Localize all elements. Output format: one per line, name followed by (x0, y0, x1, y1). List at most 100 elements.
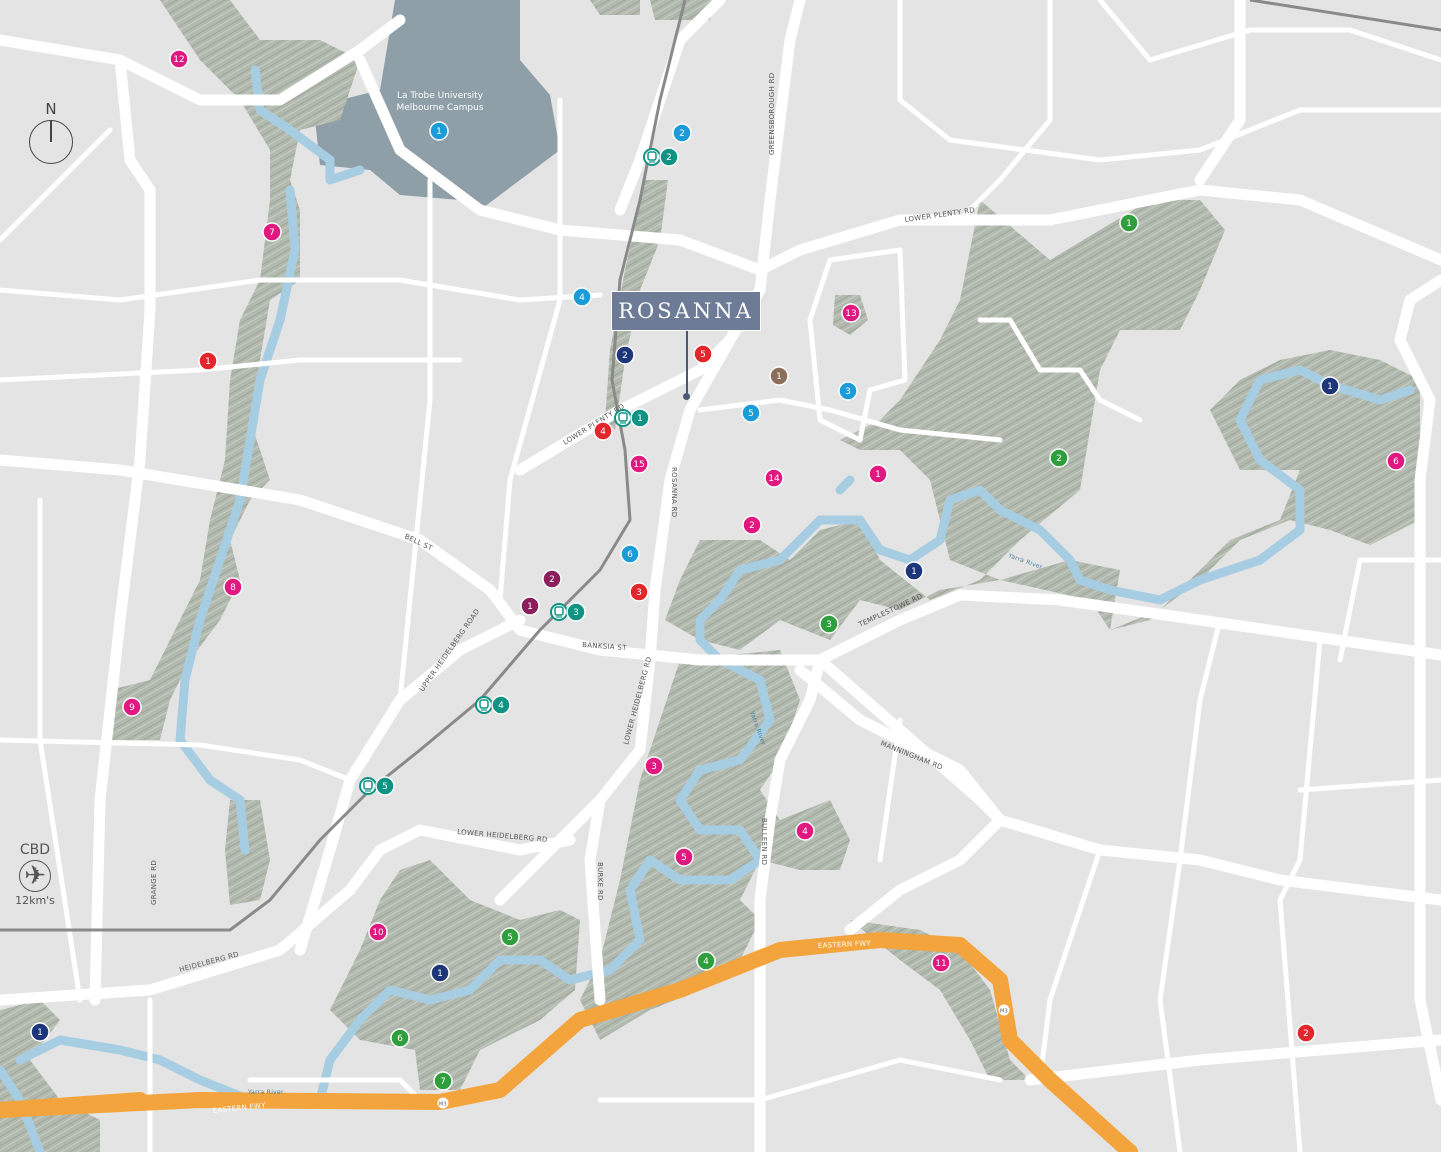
marker-navy-1[interactable]: 1 (904, 561, 924, 581)
marker-lightblue-5[interactable]: 5 (741, 403, 761, 423)
marker-green-5[interactable]: 5 (500, 927, 520, 947)
marker-red-1[interactable]: 1 (198, 351, 218, 371)
marker-number: 3 (636, 588, 642, 598)
marker-green-2[interactable]: 2 (1049, 448, 1069, 468)
marker-circle (223, 577, 243, 597)
marker-circle (542, 569, 562, 589)
marker-number: 5 (681, 853, 687, 863)
marker-pink-5[interactable]: 5 (674, 847, 694, 867)
marker-circle (500, 927, 520, 947)
marker-circle (629, 582, 649, 602)
marker-number: 2 (1056, 454, 1062, 464)
road-label: BANKSIA ST (582, 641, 628, 652)
marker-pink-10[interactable]: 10 (368, 922, 388, 942)
marker-number: 1 (527, 602, 533, 612)
campus-label-line: Melbourne Campus (396, 103, 484, 113)
marker-pink-15[interactable]: 15 (629, 454, 649, 474)
marker-number: 4 (498, 701, 504, 711)
train-icon (614, 409, 632, 427)
marker-pink-6[interactable]: 6 (1386, 451, 1406, 471)
road-label: ROSANNA RD (670, 467, 678, 517)
marker-circle (764, 468, 784, 488)
marker-number: 3 (845, 387, 851, 397)
marker-number: 15 (633, 460, 644, 470)
marker-pink-9[interactable]: 9 (122, 697, 142, 717)
marker-number: 9 (129, 703, 135, 713)
marker-circle (615, 345, 635, 365)
marker-red-2[interactable]: 2 (1296, 1023, 1316, 1043)
marker-number: 5 (748, 409, 754, 419)
marker-pink-12[interactable]: 12 (169, 49, 189, 69)
marker-teal-1[interactable]: 1 (614, 408, 650, 428)
marker-number: 4 (600, 427, 606, 437)
compass: N (28, 100, 74, 164)
campus-area (315, 0, 560, 210)
marker-circle (429, 121, 449, 141)
marker-teal-5[interactable]: 5 (359, 776, 395, 796)
marker-circle (430, 963, 450, 983)
location-label-rosanna[interactable]: ROSANNA (611, 291, 761, 331)
marker-number: 1 (1126, 219, 1132, 229)
marker-circle (868, 464, 888, 484)
marker-number: 1 (875, 470, 881, 480)
marker-green-4[interactable]: 4 (696, 951, 716, 971)
marker-circle (566, 602, 586, 622)
location-pin-line (686, 331, 688, 397)
marker-number: 1 (911, 567, 917, 577)
train-icon (643, 148, 661, 166)
marker-green-6[interactable]: 6 (390, 1028, 410, 1048)
marker-navy-2[interactable]: 2 (615, 345, 635, 365)
marker-pink-13[interactable]: 13 (841, 303, 861, 323)
marker-navy-1[interactable]: 1 (430, 963, 450, 983)
marker-circle (841, 303, 861, 323)
marker-navy-1[interactable]: 1 (1320, 376, 1340, 396)
marker-pink-3[interactable]: 3 (644, 756, 664, 776)
marker-circle (769, 366, 789, 386)
marker-purple-1[interactable]: 1 (520, 596, 540, 616)
marker-circle (572, 287, 592, 307)
marker-pink-7[interactable]: 7 (262, 222, 282, 242)
m3-shield: M3 (436, 1096, 450, 1110)
marker-lightblue-2[interactable]: 2 (672, 123, 692, 143)
cbd-label: CBD (19, 842, 51, 858)
marker-brown-1[interactable]: 1 (769, 366, 789, 386)
train-icon (359, 777, 377, 795)
marker-pink-2[interactable]: 2 (742, 515, 762, 535)
marker-lightblue-6[interactable]: 6 (620, 544, 640, 564)
marker-lightblue-4[interactable]: 4 (572, 287, 592, 307)
marker-pink-8[interactable]: 8 (223, 577, 243, 597)
marker-circle (931, 953, 951, 973)
marker-teal-3[interactable]: 3 (550, 602, 586, 622)
marker-pink-14[interactable]: 14 (764, 468, 784, 488)
marker-number: 2 (1303, 1029, 1309, 1039)
marker-pink-1[interactable]: 1 (868, 464, 888, 484)
marker-red-3[interactable]: 3 (629, 582, 649, 602)
marker-number: 1 (436, 127, 442, 137)
marker-red-4[interactable]: 4 (593, 421, 613, 441)
marker-purple-2[interactable]: 2 (542, 569, 562, 589)
marker-teal-2[interactable]: 2 (643, 147, 679, 167)
marker-circle (433, 1071, 453, 1091)
marker-teal-4[interactable]: 4 (475, 695, 511, 715)
marker-navy-1[interactable]: 1 (30, 1022, 50, 1042)
marker-pink-4[interactable]: 4 (795, 821, 815, 841)
marker-number: 11 (935, 959, 946, 969)
marker-number: 1 (37, 1028, 43, 1038)
marker-red-5[interactable]: 5 (693, 344, 713, 364)
marker-circle (1296, 1023, 1316, 1043)
marker-circle (659, 147, 679, 167)
marker-circle (122, 697, 142, 717)
railway (0, 0, 1441, 932)
marker-green-1[interactable]: 1 (1119, 213, 1139, 233)
marker-pink-11[interactable]: 11 (931, 953, 951, 973)
north-arrow-icon (29, 120, 73, 164)
marker-number: 3 (573, 608, 579, 618)
marker-green-7[interactable]: 7 (433, 1071, 453, 1091)
marker-number: 5 (382, 782, 388, 792)
marker-lightblue-3[interactable]: 3 (838, 381, 858, 401)
marker-number: 10 (372, 928, 384, 938)
marker-lightblue-1[interactable]: 1 (429, 121, 449, 141)
marker-green-3[interactable]: 3 (819, 614, 839, 634)
